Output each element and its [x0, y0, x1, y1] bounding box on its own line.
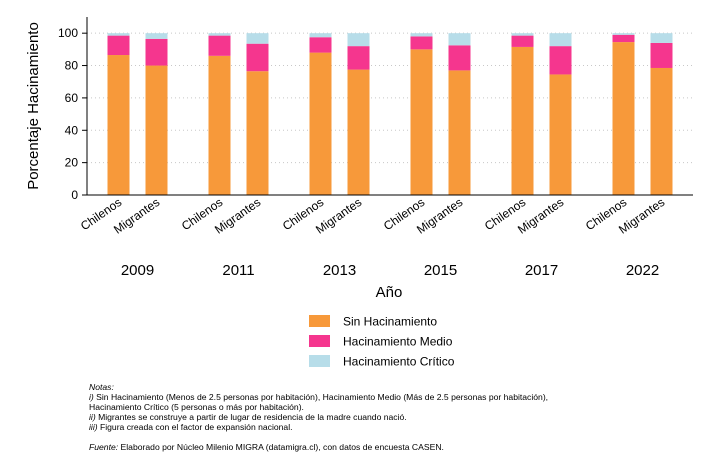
notes-block: Notas: i) Sin Hacinamiento (Menos de 2.5…	[89, 382, 689, 452]
bar-2017-Migrantes-0	[549, 74, 572, 195]
bar-2015-Migrantes-2	[448, 33, 471, 46]
bar-2017-Chilenos-2	[511, 33, 534, 36]
year-label: 2013	[323, 262, 356, 279]
bar-2015-Chilenos-0	[410, 49, 433, 196]
bar-2015-Chilenos-1	[410, 36, 433, 50]
bar-2022-Chilenos-2	[612, 33, 635, 35]
legend-label: Sin Hacinamiento	[343, 315, 437, 329]
bar-2009-Chilenos-1	[107, 35, 130, 56]
legend-swatch	[309, 335, 330, 347]
bar-2013-Migrantes-2	[347, 33, 370, 47]
y-tick-label: 0	[71, 188, 78, 202]
bar-2015-Migrantes-1	[448, 45, 471, 71]
source-line: Fuente: Elaborado por Núcleo Milenio MIG…	[89, 442, 689, 452]
notes-heading: Notas:	[89, 382, 114, 392]
bar-2011-Migrantes-0	[246, 71, 269, 195]
bar-2011-Chilenos-1	[208, 35, 231, 56]
year-label: 2009	[121, 262, 154, 279]
bar-2009-Migrantes-2	[145, 33, 168, 39]
bar-2013-Migrantes-1	[347, 46, 370, 70]
legend: Sin Hacinamiento Hacinamiento Medio Hacina…	[309, 315, 455, 369]
bar-2011-Chilenos-2	[208, 33, 231, 36]
notes-text-1: Sin Hacinamiento (Menos de 2.5 personas …	[93, 392, 549, 402]
y-tick-label: 100	[58, 26, 78, 40]
notes-line-3: ii) Migrantes se construye a partir de l…	[89, 412, 689, 422]
notes-marker-3: ii)	[89, 412, 96, 422]
bar-2013-Chilenos-2	[309, 33, 332, 38]
bar-2013-Chilenos-0	[309, 52, 332, 195]
y-axis-title: Porcentaje Hacinamiento	[25, 22, 42, 190]
notes-spacer	[89, 432, 689, 442]
bar-2013-Migrantes-0	[347, 69, 370, 195]
bar-2022-Migrantes-2	[650, 33, 673, 43]
notes-marker-1: i)	[89, 392, 94, 402]
source-text: Elaborado por Núcleo Milenio MIGRA (data…	[118, 442, 444, 452]
bar-layer	[107, 33, 673, 196]
bar-2022-Chilenos-1	[612, 34, 635, 43]
notes-text-3: Migrantes se construye a partir de lugar…	[95, 412, 407, 422]
notes-marker-4: iii)	[89, 422, 98, 432]
bar-2011-Migrantes-2	[246, 33, 269, 44]
bar-2017-Chilenos-0	[511, 46, 534, 195]
y-tick-label: 80	[65, 59, 79, 73]
notes-line-2: Hacinamiento Crítico (5 personas o más p…	[89, 402, 304, 412]
bar-2017-Chilenos-1	[511, 35, 534, 47]
year-label: 2022	[626, 262, 659, 279]
stacked-bar-chart: 020406080100ChilenosMigrantes2009Chileno…	[25, 17, 693, 369]
source-label: Fuente:	[89, 442, 119, 452]
legend-swatch	[309, 355, 330, 367]
y-tick-label: 40	[65, 123, 79, 137]
bar-2015-Migrantes-0	[448, 70, 471, 195]
x-axis-title: Año	[376, 284, 403, 301]
bar-2022-Chilenos-0	[612, 42, 635, 195]
notes-text-4: Figura creada con el factor de expansión…	[97, 422, 293, 432]
bar-2013-Chilenos-1	[309, 37, 332, 53]
bar-2009-Chilenos-0	[107, 55, 130, 196]
bar-2011-Migrantes-1	[246, 43, 269, 72]
bar-2009-Chilenos-2	[107, 33, 130, 36]
bar-2009-Migrantes-1	[145, 38, 168, 66]
y-tick-label: 60	[65, 91, 79, 105]
bar-2015-Chilenos-2	[410, 33, 433, 37]
bar-2009-Migrantes-0	[145, 65, 168, 195]
bar-2011-Chilenos-0	[208, 55, 231, 195]
bar-2022-Migrantes-1	[650, 42, 673, 68]
year-label: 2011	[222, 262, 254, 279]
year-label: 2017	[525, 262, 558, 279]
notes-line-4: iii) Figura creada con el factor de expa…	[89, 422, 689, 432]
bar-2017-Migrantes-2	[549, 33, 572, 47]
notes-line-1: i) Sin Hacinamiento (Menos de 2.5 person…	[89, 392, 689, 402]
legend-swatch	[309, 315, 330, 327]
bar-2017-Migrantes-1	[549, 46, 572, 75]
legend-label: Hacinamiento Crítico	[343, 355, 455, 369]
y-tick-label: 20	[65, 156, 79, 170]
grid-layer	[87, 32, 693, 164]
legend-label: Hacinamiento Medio	[343, 335, 453, 349]
year-label: 2015	[424, 262, 457, 279]
bar-2022-Migrantes-0	[650, 67, 673, 195]
